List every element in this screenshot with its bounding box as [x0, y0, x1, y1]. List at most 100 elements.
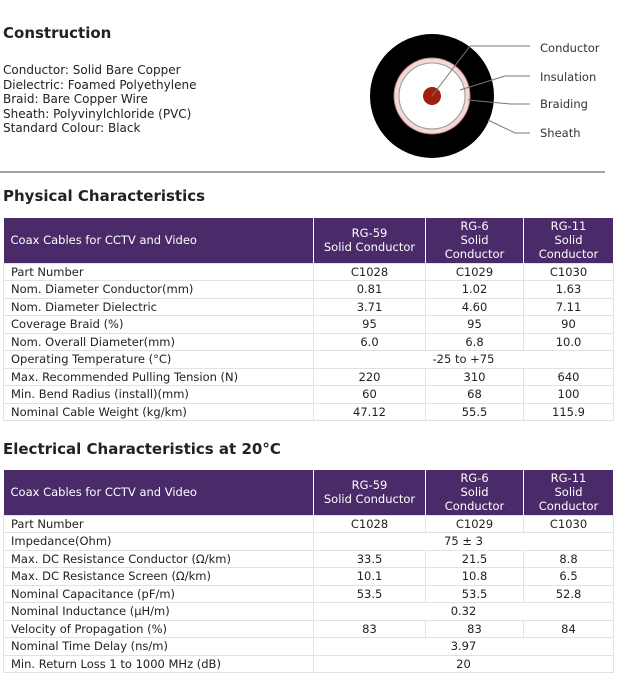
data-row: Max. DC Resistance Screen (Ω/km) 10.1 10.8…	[3, 567, 614, 586]
value-cell: 83	[313, 619, 426, 638]
row-label: Coverage Braid (%)	[3, 315, 314, 334]
data-row: Min. Return Loss 1 to 1000 MHz (dB) 20	[3, 654, 614, 673]
value-cell: 4.60	[425, 297, 524, 316]
value-cell: 1.63	[523, 280, 614, 299]
header-cell: RG-6 Solid Conductor	[425, 218, 524, 263]
value-cell: 115.9	[523, 402, 614, 421]
value-cell: 6.0	[313, 332, 426, 351]
header-cell: RG-11 Solid Conductor	[523, 470, 614, 515]
value-cell: 220	[313, 367, 426, 386]
row-label: Part Number	[3, 262, 314, 281]
header-cell: RG-11 Solid Conductor	[523, 218, 614, 263]
data-row: Nominal Time Delay (ns/m) 3.97	[3, 637, 614, 656]
row-label: Nom. Diameter Dielectric	[3, 297, 314, 316]
header-line: Solid	[554, 233, 583, 248]
header-line: Conductor	[538, 499, 599, 514]
header-line: RG-11	[550, 471, 587, 486]
row-label: Min. Return Loss 1 to 1000 MHz (dB)	[3, 654, 314, 673]
header-cell: RG-59 Solid Conductor	[313, 218, 426, 263]
header-line: Conductor	[444, 247, 505, 262]
construction-line: Braid: Bare Copper Wire	[3, 92, 148, 107]
data-row: Impedance(Ohm) 75 ± 3	[3, 532, 614, 551]
value-cell: 95	[313, 315, 426, 334]
value-cell: 53.5	[313, 584, 426, 603]
data-row: Nominal Capacitance (pF/m) 53.5 53.5 52.8	[3, 584, 614, 603]
value-cell: C1030	[523, 262, 614, 281]
header-line: RG-59	[351, 226, 388, 241]
value-cell: 53.5	[425, 584, 524, 603]
row-label: Nominal Capacitance (pF/m)	[3, 584, 314, 603]
value-cell: C1030	[523, 514, 614, 533]
diagram-label: Conductor	[540, 41, 600, 55]
value-cell: 10.1	[313, 567, 426, 586]
header-line: Conductor	[538, 247, 599, 262]
row-label: Velocity of Propagation (%)	[3, 619, 314, 638]
data-row: Nominal Cable Weight (kg/km) 47.12 55.5 115…	[3, 402, 614, 421]
electrical-table: Coax Cables for CCTV and Video RG-59 Solid…	[3, 470, 614, 673]
leader-lines	[431, 45, 530, 134]
data-row: Coverage Braid (%) 95 95 90	[3, 315, 614, 334]
value-cell: 55.5	[425, 402, 524, 421]
row-label: Operating Temperature (°C)	[3, 350, 314, 369]
diagram-label: Sheath	[540, 126, 581, 140]
construction-line: Dielectric: Foamed Polyethylene	[3, 77, 197, 92]
value-cell: 0.81	[313, 280, 426, 299]
value-cell: 640	[523, 367, 614, 386]
header-row: Coax Cables for CCTV and Video RG-59 Solid…	[3, 470, 614, 515]
data-row: Max. Recommended Pulling Tension (N) 220 3…	[3, 367, 614, 386]
value-cell: 20	[313, 654, 614, 673]
value-cell: 100	[523, 385, 614, 404]
header-line: RG-6	[460, 219, 489, 234]
value-cell: 7.11	[523, 297, 614, 316]
value-cell: C1029	[425, 514, 524, 533]
data-row: Operating Temperature (°C) -25 to +75	[3, 350, 614, 369]
row-label: Min. Bend Radius (install)(mm)	[3, 385, 314, 404]
row-label: Max. Recommended Pulling Tension (N)	[3, 367, 314, 386]
value-cell: C1028	[313, 514, 426, 533]
header-cell: Coax Cables for CCTV and Video	[3, 470, 314, 515]
data-row: Nom. Diameter Conductor(mm) 0.81 1.02 1.63	[3, 280, 614, 299]
header-line: Solid Conductor	[323, 492, 416, 507]
header-text: Coax Cables for CCTV and Video	[10, 485, 197, 500]
header-line: Solid Conductor	[323, 240, 416, 255]
data-row: Min. Bend Radius (install)(mm) 60 68 100	[3, 385, 614, 404]
construction-line: Standard Colour: Black	[3, 121, 141, 136]
row-label: Impedance(Ohm)	[3, 532, 314, 551]
header-line: Conductor	[444, 499, 505, 514]
row-label: Nominal Inductance (µH/m)	[3, 602, 314, 621]
row-label: Nominal Time Delay (ns/m)	[3, 637, 314, 656]
data-row: Nom. Overall Diameter(mm) 6.0 6.8 10.0	[3, 332, 614, 351]
construction-line: Sheath: Polyvinylchloride (PVC)	[3, 106, 192, 121]
header-line: Solid	[460, 485, 489, 500]
value-cell: 90	[523, 315, 614, 334]
value-cell: 8.8	[523, 549, 614, 568]
value-cell: 10.8	[425, 567, 524, 586]
section-title: Electrical Characteristics at 20°C	[3, 440, 281, 458]
section-title: Construction	[3, 24, 112, 42]
value-cell: 33.5	[313, 549, 426, 568]
data-row: Velocity of Propagation (%) 83 83 84	[3, 619, 614, 638]
value-cell: 68	[425, 385, 524, 404]
value-cell: 3.97	[313, 637, 614, 656]
value-cell: 60	[313, 385, 426, 404]
value-cell: 1.02	[425, 280, 524, 299]
value-cell: 10.0	[523, 332, 614, 351]
value-cell: 75 ± 3	[313, 532, 614, 551]
header-line: RG-59	[351, 478, 388, 493]
header-cell: Coax Cables for CCTV and Video	[3, 218, 314, 263]
value-cell: 83	[425, 619, 524, 638]
row-label: Max. DC Resistance Screen (Ω/km)	[3, 567, 314, 586]
diagram-labels: Conductor Insulation Braiding Sheath	[540, 41, 600, 140]
header-line: RG-6	[460, 471, 489, 486]
header-line: Solid	[460, 233, 489, 248]
value-cell: 3.71	[313, 297, 426, 316]
construction-list: Conductor: Solid Bare Copper Dielectric: …	[3, 63, 196, 136]
value-cell: 310	[425, 367, 524, 386]
value-cell: 84	[523, 619, 614, 638]
header-cell: RG-6 Solid Conductor	[425, 470, 524, 515]
value-cell: 6.5	[523, 567, 614, 586]
value-cell: -25 to +75	[313, 350, 614, 369]
header-line: RG-11	[550, 219, 587, 234]
diagram-label: Braiding	[540, 97, 588, 111]
